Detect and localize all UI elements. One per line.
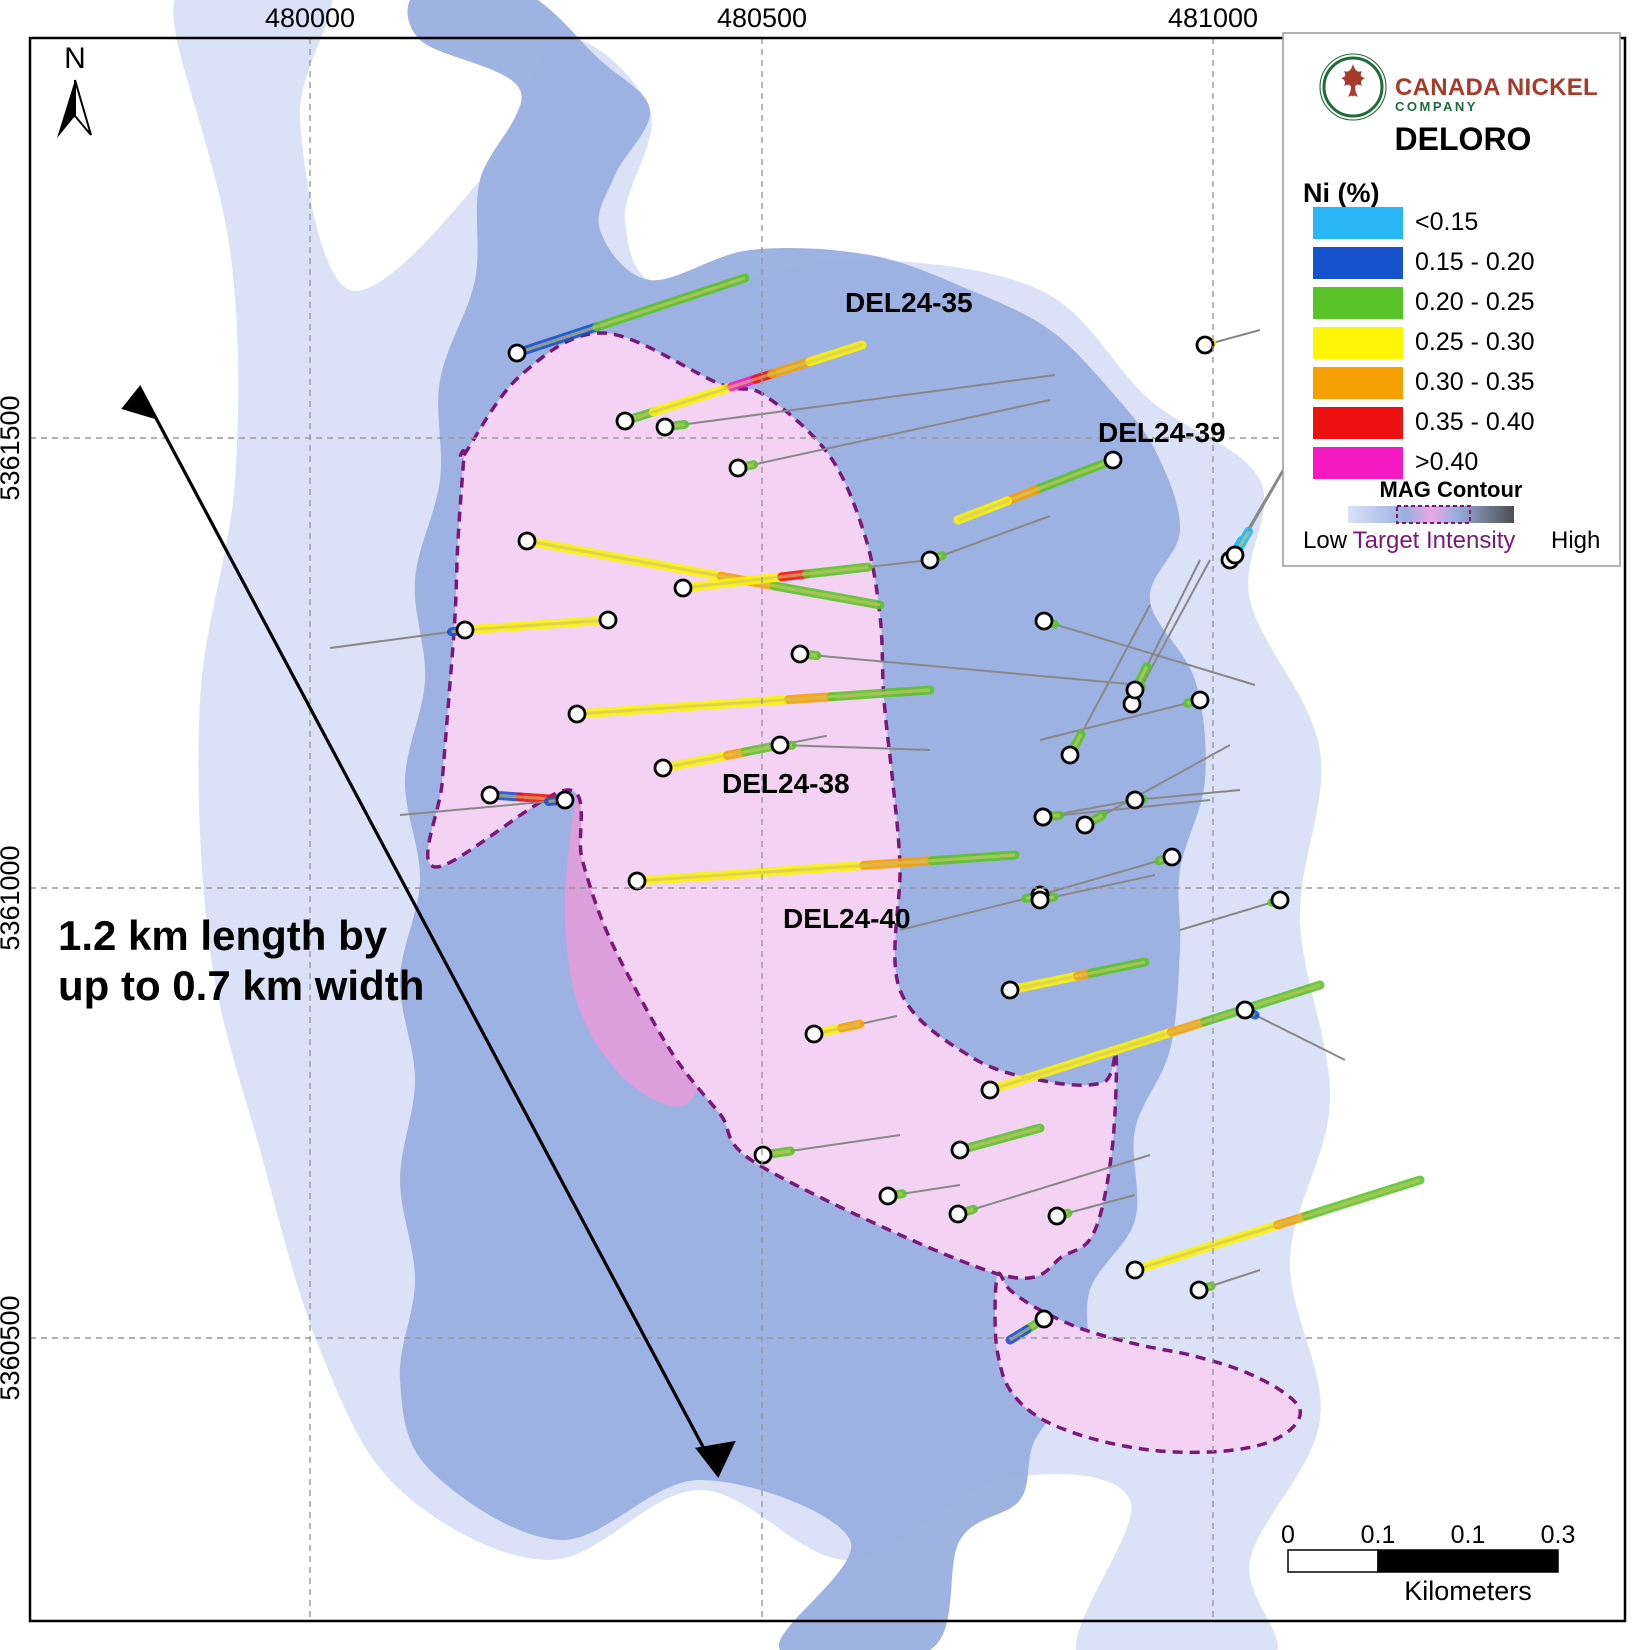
- svg-text:DEL24-40: DEL24-40: [783, 903, 911, 934]
- svg-text:DELORO: DELORO: [1395, 121, 1532, 157]
- svg-text:5360500: 5360500: [0, 1295, 25, 1400]
- svg-text:1.2 km length by: 1.2 km length by: [58, 912, 388, 959]
- svg-text:480500: 480500: [717, 3, 807, 33]
- svg-text:5361000: 5361000: [0, 845, 25, 950]
- svg-text:Kilometers: Kilometers: [1404, 1576, 1532, 1606]
- svg-text:High: High: [1551, 527, 1600, 554]
- svg-text:0.30 - 0.35: 0.30 - 0.35: [1415, 368, 1535, 396]
- svg-text:up to 0.7 km width: up to 0.7 km width: [58, 962, 424, 1009]
- svg-text:MAG Contour: MAG Contour: [1380, 477, 1523, 502]
- svg-text:Ni (%): Ni (%): [1303, 178, 1380, 208]
- svg-text:Target Intensity: Target Intensity: [1353, 527, 1516, 554]
- svg-text:<0.15: <0.15: [1415, 208, 1478, 236]
- svg-text:0.25 - 0.30: 0.25 - 0.30: [1415, 328, 1535, 356]
- svg-text:0.20 - 0.25: 0.20 - 0.25: [1415, 288, 1535, 316]
- svg-text:481000: 481000: [1168, 3, 1258, 33]
- svg-text:0: 0: [1281, 1521, 1295, 1549]
- svg-text:DEL24-39: DEL24-39: [1098, 417, 1226, 448]
- svg-text:Low: Low: [1303, 527, 1348, 554]
- svg-text:0.3: 0.3: [1541, 1521, 1576, 1549]
- svg-text:>0.40: >0.40: [1415, 448, 1478, 476]
- svg-text:CANADA NICKEL: CANADA NICKEL: [1395, 74, 1598, 101]
- svg-text:N: N: [64, 42, 86, 75]
- svg-text:DEL24-35: DEL24-35: [845, 287, 973, 318]
- svg-text:0.1: 0.1: [1361, 1521, 1396, 1549]
- svg-text:5361500: 5361500: [0, 395, 25, 500]
- svg-text:0.1: 0.1: [1451, 1521, 1486, 1549]
- svg-text:0.35 - 0.40: 0.35 - 0.40: [1415, 408, 1535, 436]
- svg-text:480000: 480000: [265, 3, 355, 33]
- svg-text:0.15 - 0.20: 0.15 - 0.20: [1415, 248, 1535, 276]
- svg-text:DEL24-38: DEL24-38: [722, 768, 850, 799]
- svg-text:COMPANY: COMPANY: [1395, 99, 1478, 114]
